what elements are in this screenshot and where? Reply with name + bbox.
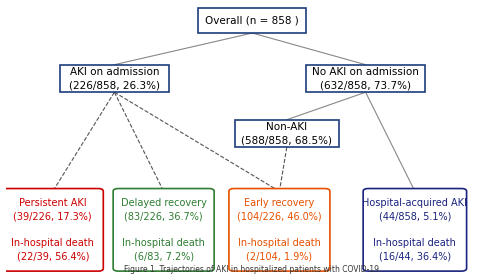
- Text: Early recovery
(104/226, 46.0%)

In-hospital death
(2/104, 1.9%): Early recovery (104/226, 46.0%) In-hospi…: [237, 198, 322, 261]
- Bar: [235, 120, 339, 147]
- Text: Overall (n = 858 ): Overall (n = 858 ): [206, 16, 299, 26]
- Bar: [198, 8, 306, 33]
- FancyBboxPatch shape: [229, 188, 330, 271]
- Text: Non-AKI
(588/858, 68.5%): Non-AKI (588/858, 68.5%): [242, 122, 332, 145]
- Text: Persistent AKI
(39/226, 17.3%)

In-hospital death
(22/39, 56.4%): Persistent AKI (39/226, 17.3%) In-hospit…: [12, 198, 94, 261]
- Text: Delayed recovery
(83/226, 36.7%)

In-hospital death
(6/83, 7.2%): Delayed recovery (83/226, 36.7%) In-hosp…: [120, 198, 206, 261]
- Text: Figure 1. Trajectories of AKI in hospitalized patients with COVID-19.: Figure 1. Trajectories of AKI in hospita…: [124, 265, 381, 274]
- FancyBboxPatch shape: [113, 188, 214, 271]
- FancyBboxPatch shape: [2, 188, 103, 271]
- Text: No AKI on admission
(632/858, 73.7%): No AKI on admission (632/858, 73.7%): [312, 67, 419, 90]
- Text: AKI on admission
(226/858, 26.3%): AKI on admission (226/858, 26.3%): [69, 67, 160, 90]
- FancyBboxPatch shape: [363, 188, 467, 271]
- Bar: [306, 65, 424, 92]
- Text: Hospital-acquired AKI
(44/858, 5.1%)

In-hospital death
(16/44, 36.4%): Hospital-acquired AKI (44/858, 5.1%) In-…: [362, 198, 468, 261]
- Bar: [60, 65, 168, 92]
